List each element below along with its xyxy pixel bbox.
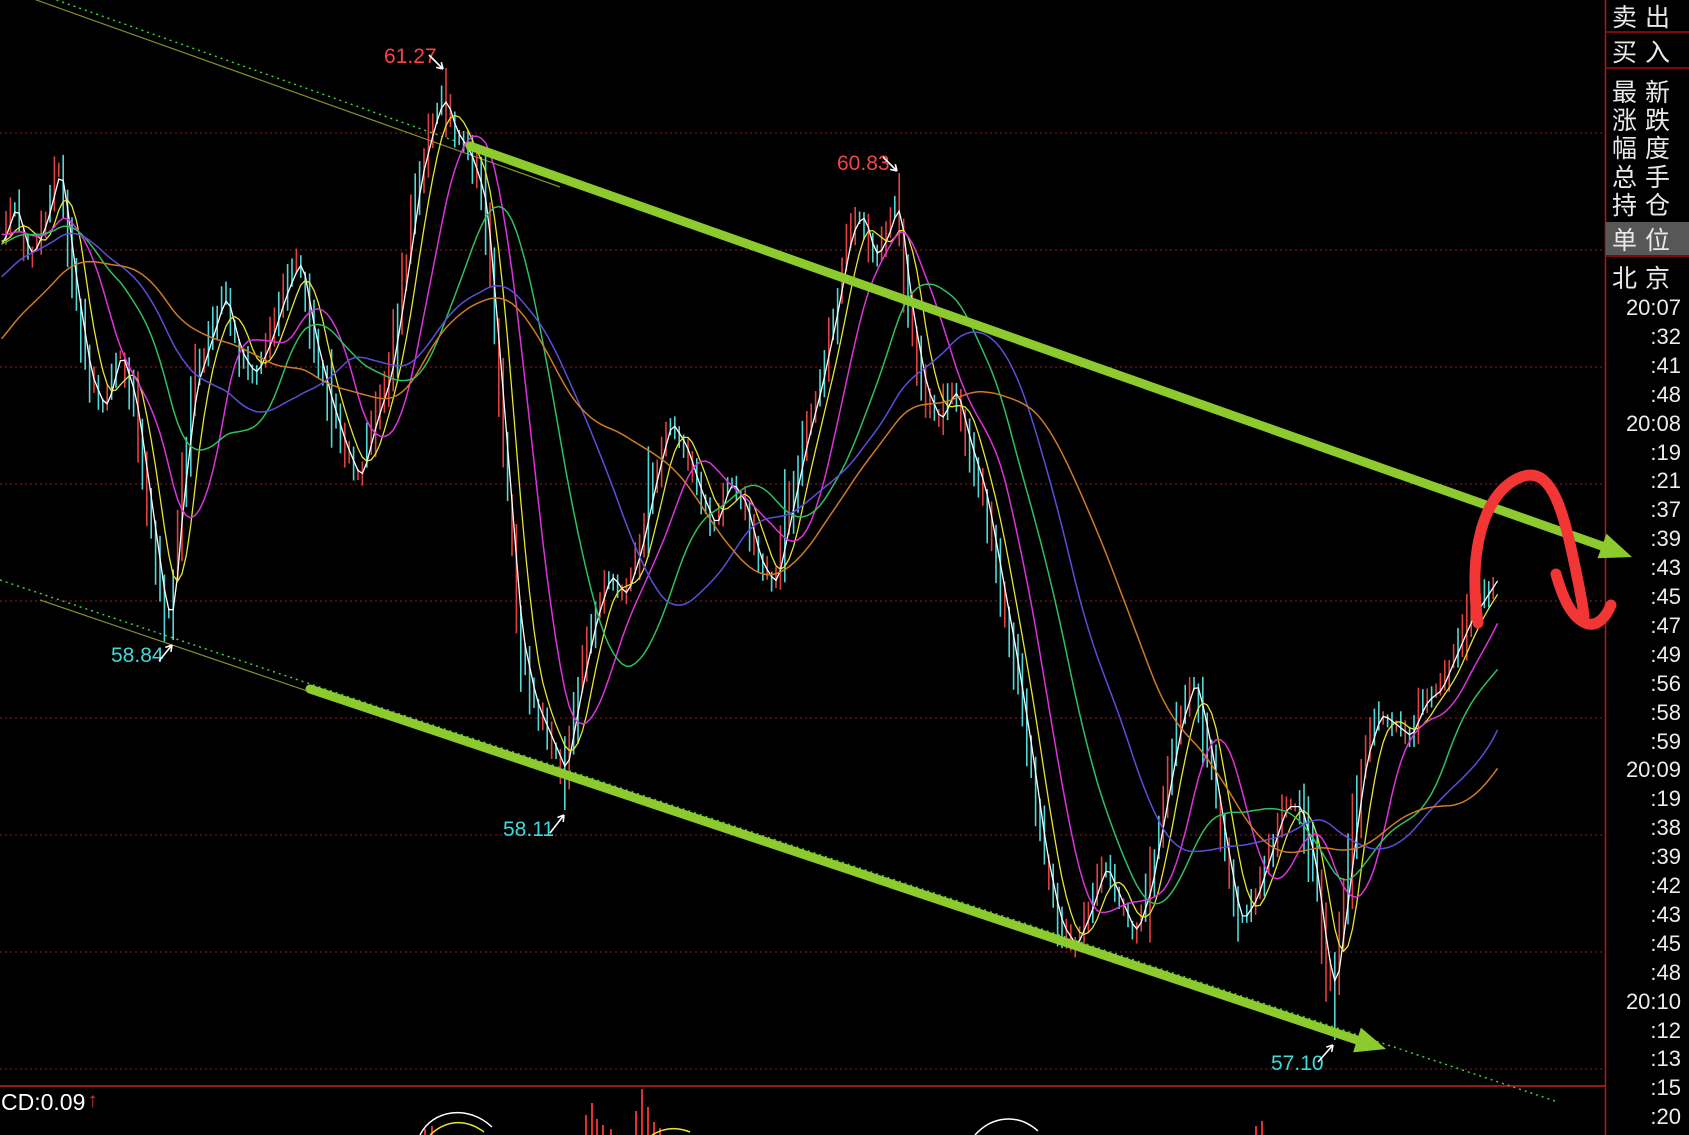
- time-row: :43: [1650, 901, 1681, 927]
- gridlines: [0, 132, 1605, 1070]
- time-row: :15: [1650, 1075, 1681, 1101]
- time-row: :37: [1650, 497, 1681, 523]
- time-row: :39: [1650, 526, 1681, 552]
- time-row: :20: [1650, 1104, 1681, 1130]
- price-label-5710: 57.10: [1271, 1052, 1324, 1075]
- time-row: :45: [1650, 930, 1681, 956]
- time-row: :48: [1650, 959, 1681, 985]
- price-bars: [5, 68, 1494, 1040]
- sell-button-label: 卖出: [1612, 3, 1679, 32]
- time-row: :48: [1650, 381, 1681, 407]
- time-row: :56: [1650, 670, 1681, 696]
- time-row: 20:09: [1625, 757, 1681, 783]
- ma-white-line: [1, 101, 1499, 983]
- buy-button[interactable]: 买入: [1606, 35, 1689, 69]
- price-annotations: 61.27 60.83 58.84 58.11 57.10: [111, 45, 1334, 1075]
- sell-button[interactable]: 卖出: [1606, 0, 1689, 33]
- ma-blue-line: [1, 232, 1499, 853]
- time-row: 20:07: [1625, 295, 1681, 320]
- time-row: :19: [1650, 439, 1681, 465]
- time-row: :21: [1650, 468, 1681, 494]
- time-row: :13: [1650, 1046, 1681, 1072]
- buy-button-label: 买入: [1612, 39, 1679, 67]
- city-label: 北京: [1612, 264, 1679, 293]
- trend-channel-upper-arrow: [465, 141, 1632, 559]
- time-row: :58: [1650, 699, 1681, 725]
- time-row: :19: [1650, 786, 1681, 812]
- time-row: :12: [1650, 1017, 1681, 1043]
- price-label-6083: 60.83: [837, 152, 890, 175]
- time-row: :42: [1650, 873, 1681, 898]
- quote-sidebar: 卖出 买入 最新 涨跌 幅度 总手 持仓 单位 北京 20:07 :32 :41 :48 20:…: [1606, 0, 1689, 1135]
- time-row: 20:10: [1625, 988, 1681, 1014]
- time-row: :38: [1650, 815, 1681, 841]
- indicator-up-arrow-icon: ↑: [87, 1089, 98, 1112]
- trend-channel-upper-line: [34, 0, 1601, 547]
- bottom-indicator-panel: [419, 1089, 1263, 1135]
- time-row: :49: [1650, 641, 1681, 667]
- time-row: :47: [1650, 612, 1681, 638]
- indicator-value-label: CD:0.09 ↑: [1, 1089, 98, 1116]
- indicator-value-text: CD:0.09: [1, 1089, 86, 1115]
- time-row: :32: [1650, 323, 1681, 349]
- ma-magenta-line: [1, 135, 1499, 914]
- price-label-5811: 58.11: [503, 818, 554, 841]
- quote-field-label: 涨跌: [1612, 107, 1679, 136]
- time-row: :39: [1650, 844, 1681, 870]
- unit-row-label: 单位: [1612, 226, 1679, 255]
- trend-channel-lower-arrow: [305, 684, 1386, 1053]
- price-label-5884: 58.84: [111, 644, 164, 667]
- quote-field-label: 幅度: [1612, 135, 1679, 164]
- quote-field-label: 持仓: [1612, 191, 1679, 220]
- time-row: :59: [1650, 728, 1681, 754]
- time-row: 20:08: [1625, 410, 1681, 436]
- quote-field-label: 总手: [1612, 163, 1679, 192]
- ma-green-line: [1, 205, 1499, 905]
- quote-field-label: 最新: [1612, 79, 1679, 107]
- ma-yellow-line: [1, 114, 1499, 953]
- ma-orange-line: [1, 260, 1499, 854]
- time-row: :41: [1650, 352, 1681, 378]
- hand-drawn-arrow-annotation: [1469, 469, 1617, 630]
- price-label-6127: 61.27: [384, 45, 437, 68]
- trend-channel-lower-line: [0, 579, 1556, 1102]
- time-row: :45: [1650, 584, 1681, 609]
- unit-row[interactable]: 单位: [1606, 222, 1689, 257]
- time-row: :43: [1650, 555, 1681, 581]
